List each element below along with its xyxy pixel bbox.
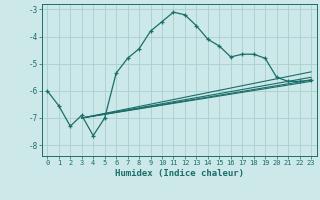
X-axis label: Humidex (Indice chaleur): Humidex (Indice chaleur) xyxy=(115,169,244,178)
